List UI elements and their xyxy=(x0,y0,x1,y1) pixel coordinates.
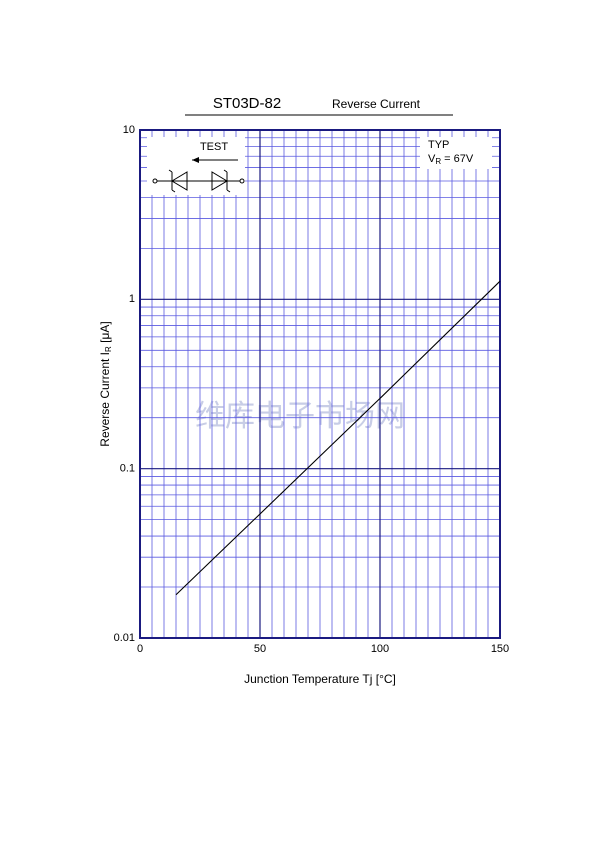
x-tick-label: 150 xyxy=(491,643,509,655)
x-tick-label: 50 xyxy=(254,643,266,655)
y-tick-label: 10 xyxy=(123,124,135,136)
plot-frame xyxy=(139,129,501,639)
chart-title: ST03D-82 xyxy=(213,95,281,112)
x-tick-label: 0 xyxy=(137,643,143,655)
annotation: VR = 67V xyxy=(428,153,474,166)
test-label: TEST xyxy=(200,141,228,153)
data-line xyxy=(175,280,501,596)
chart-subtitle: Reverse Current xyxy=(332,97,421,111)
annotation: TYP xyxy=(428,139,449,151)
x-axis-label: Junction Temperature Tj [°C] xyxy=(244,672,396,686)
inset-box xyxy=(147,137,245,195)
y-tick-label: 0.1 xyxy=(120,463,135,475)
y-axis-label: Reverse Current IR [μA] xyxy=(98,321,113,446)
arrow-head xyxy=(192,157,199,163)
diodes xyxy=(152,169,245,193)
y-tick-label: 1 xyxy=(129,293,135,305)
watermark: 维库电子市场网 xyxy=(195,400,405,433)
note-box xyxy=(420,137,492,169)
x-tick-label: 100 xyxy=(371,643,389,655)
y-tick-label: 0.01 xyxy=(114,632,135,644)
circuit-inset: TEST xyxy=(147,137,245,195)
